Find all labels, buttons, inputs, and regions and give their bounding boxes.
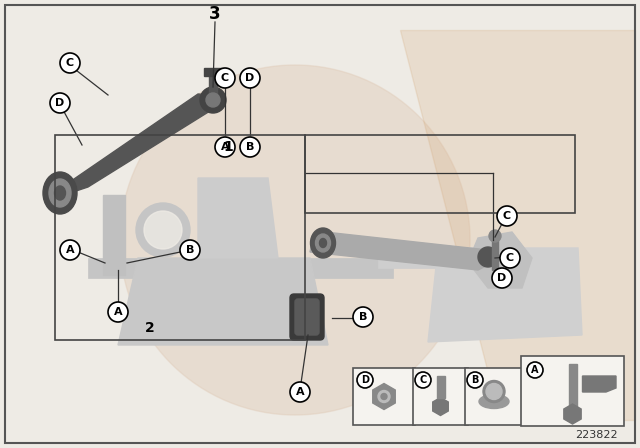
Circle shape (60, 53, 80, 73)
Circle shape (108, 302, 128, 322)
Bar (103, 195, 125, 275)
Bar (465, 368, 523, 425)
Circle shape (353, 307, 373, 327)
Circle shape (378, 391, 390, 402)
Polygon shape (428, 248, 582, 342)
Bar (413, 368, 468, 425)
Ellipse shape (479, 395, 509, 409)
Text: D: D (245, 73, 255, 83)
Circle shape (357, 372, 373, 388)
Circle shape (290, 382, 310, 402)
Ellipse shape (43, 172, 77, 214)
Ellipse shape (49, 179, 71, 207)
Circle shape (415, 372, 431, 388)
FancyBboxPatch shape (290, 294, 324, 340)
Bar (88, 258, 393, 278)
Circle shape (381, 393, 387, 400)
Circle shape (478, 247, 498, 267)
Text: A: A (114, 307, 122, 317)
Ellipse shape (319, 238, 326, 247)
Text: B: B (186, 245, 194, 255)
Text: 3: 3 (209, 5, 221, 23)
Bar (436, 376, 445, 398)
Circle shape (240, 68, 260, 88)
Circle shape (136, 203, 190, 257)
Polygon shape (564, 404, 581, 424)
Text: D: D (497, 273, 507, 283)
Circle shape (500, 248, 520, 268)
Circle shape (215, 137, 235, 157)
Polygon shape (372, 383, 396, 409)
Polygon shape (582, 376, 616, 392)
Ellipse shape (483, 380, 505, 402)
Circle shape (240, 137, 260, 157)
Text: A: A (296, 387, 304, 397)
Bar (204, 68, 222, 76)
Circle shape (489, 230, 501, 242)
Bar (55, 135, 305, 340)
Text: C: C (506, 253, 514, 263)
Text: 223822: 223822 (575, 430, 618, 440)
Ellipse shape (316, 234, 330, 252)
Circle shape (50, 93, 70, 113)
Polygon shape (468, 232, 532, 288)
Polygon shape (400, 30, 635, 420)
Circle shape (527, 362, 543, 378)
Bar (353, 368, 415, 425)
Text: C: C (503, 211, 511, 221)
Text: D: D (361, 375, 369, 385)
Bar (492, 238, 498, 270)
FancyBboxPatch shape (295, 299, 319, 335)
Circle shape (215, 68, 235, 88)
Circle shape (200, 87, 226, 113)
Polygon shape (58, 94, 218, 193)
Circle shape (467, 372, 483, 388)
Text: C: C (221, 73, 229, 83)
Bar (305, 135, 575, 213)
Circle shape (60, 240, 80, 260)
Circle shape (492, 268, 512, 288)
Text: 2: 2 (145, 321, 155, 335)
Text: A: A (221, 142, 229, 152)
Polygon shape (198, 178, 278, 258)
Polygon shape (310, 232, 490, 270)
Bar (521, 356, 624, 426)
Circle shape (206, 93, 220, 107)
Bar (568, 364, 577, 414)
Circle shape (497, 206, 517, 226)
Circle shape (486, 383, 502, 400)
Text: C: C (419, 375, 427, 385)
Circle shape (120, 65, 470, 415)
Text: 1: 1 (223, 140, 233, 154)
Ellipse shape (310, 228, 335, 258)
Text: C: C (66, 58, 74, 68)
Text: A: A (531, 365, 539, 375)
Text: A: A (66, 245, 74, 255)
Text: B: B (471, 375, 479, 385)
Bar (209, 74, 217, 102)
Bar (378, 248, 566, 268)
Ellipse shape (54, 186, 65, 200)
Text: B: B (359, 312, 367, 322)
Circle shape (144, 211, 182, 249)
Circle shape (180, 240, 200, 260)
Polygon shape (118, 258, 328, 345)
Polygon shape (433, 397, 448, 415)
Text: D: D (56, 98, 65, 108)
Text: B: B (246, 142, 254, 152)
